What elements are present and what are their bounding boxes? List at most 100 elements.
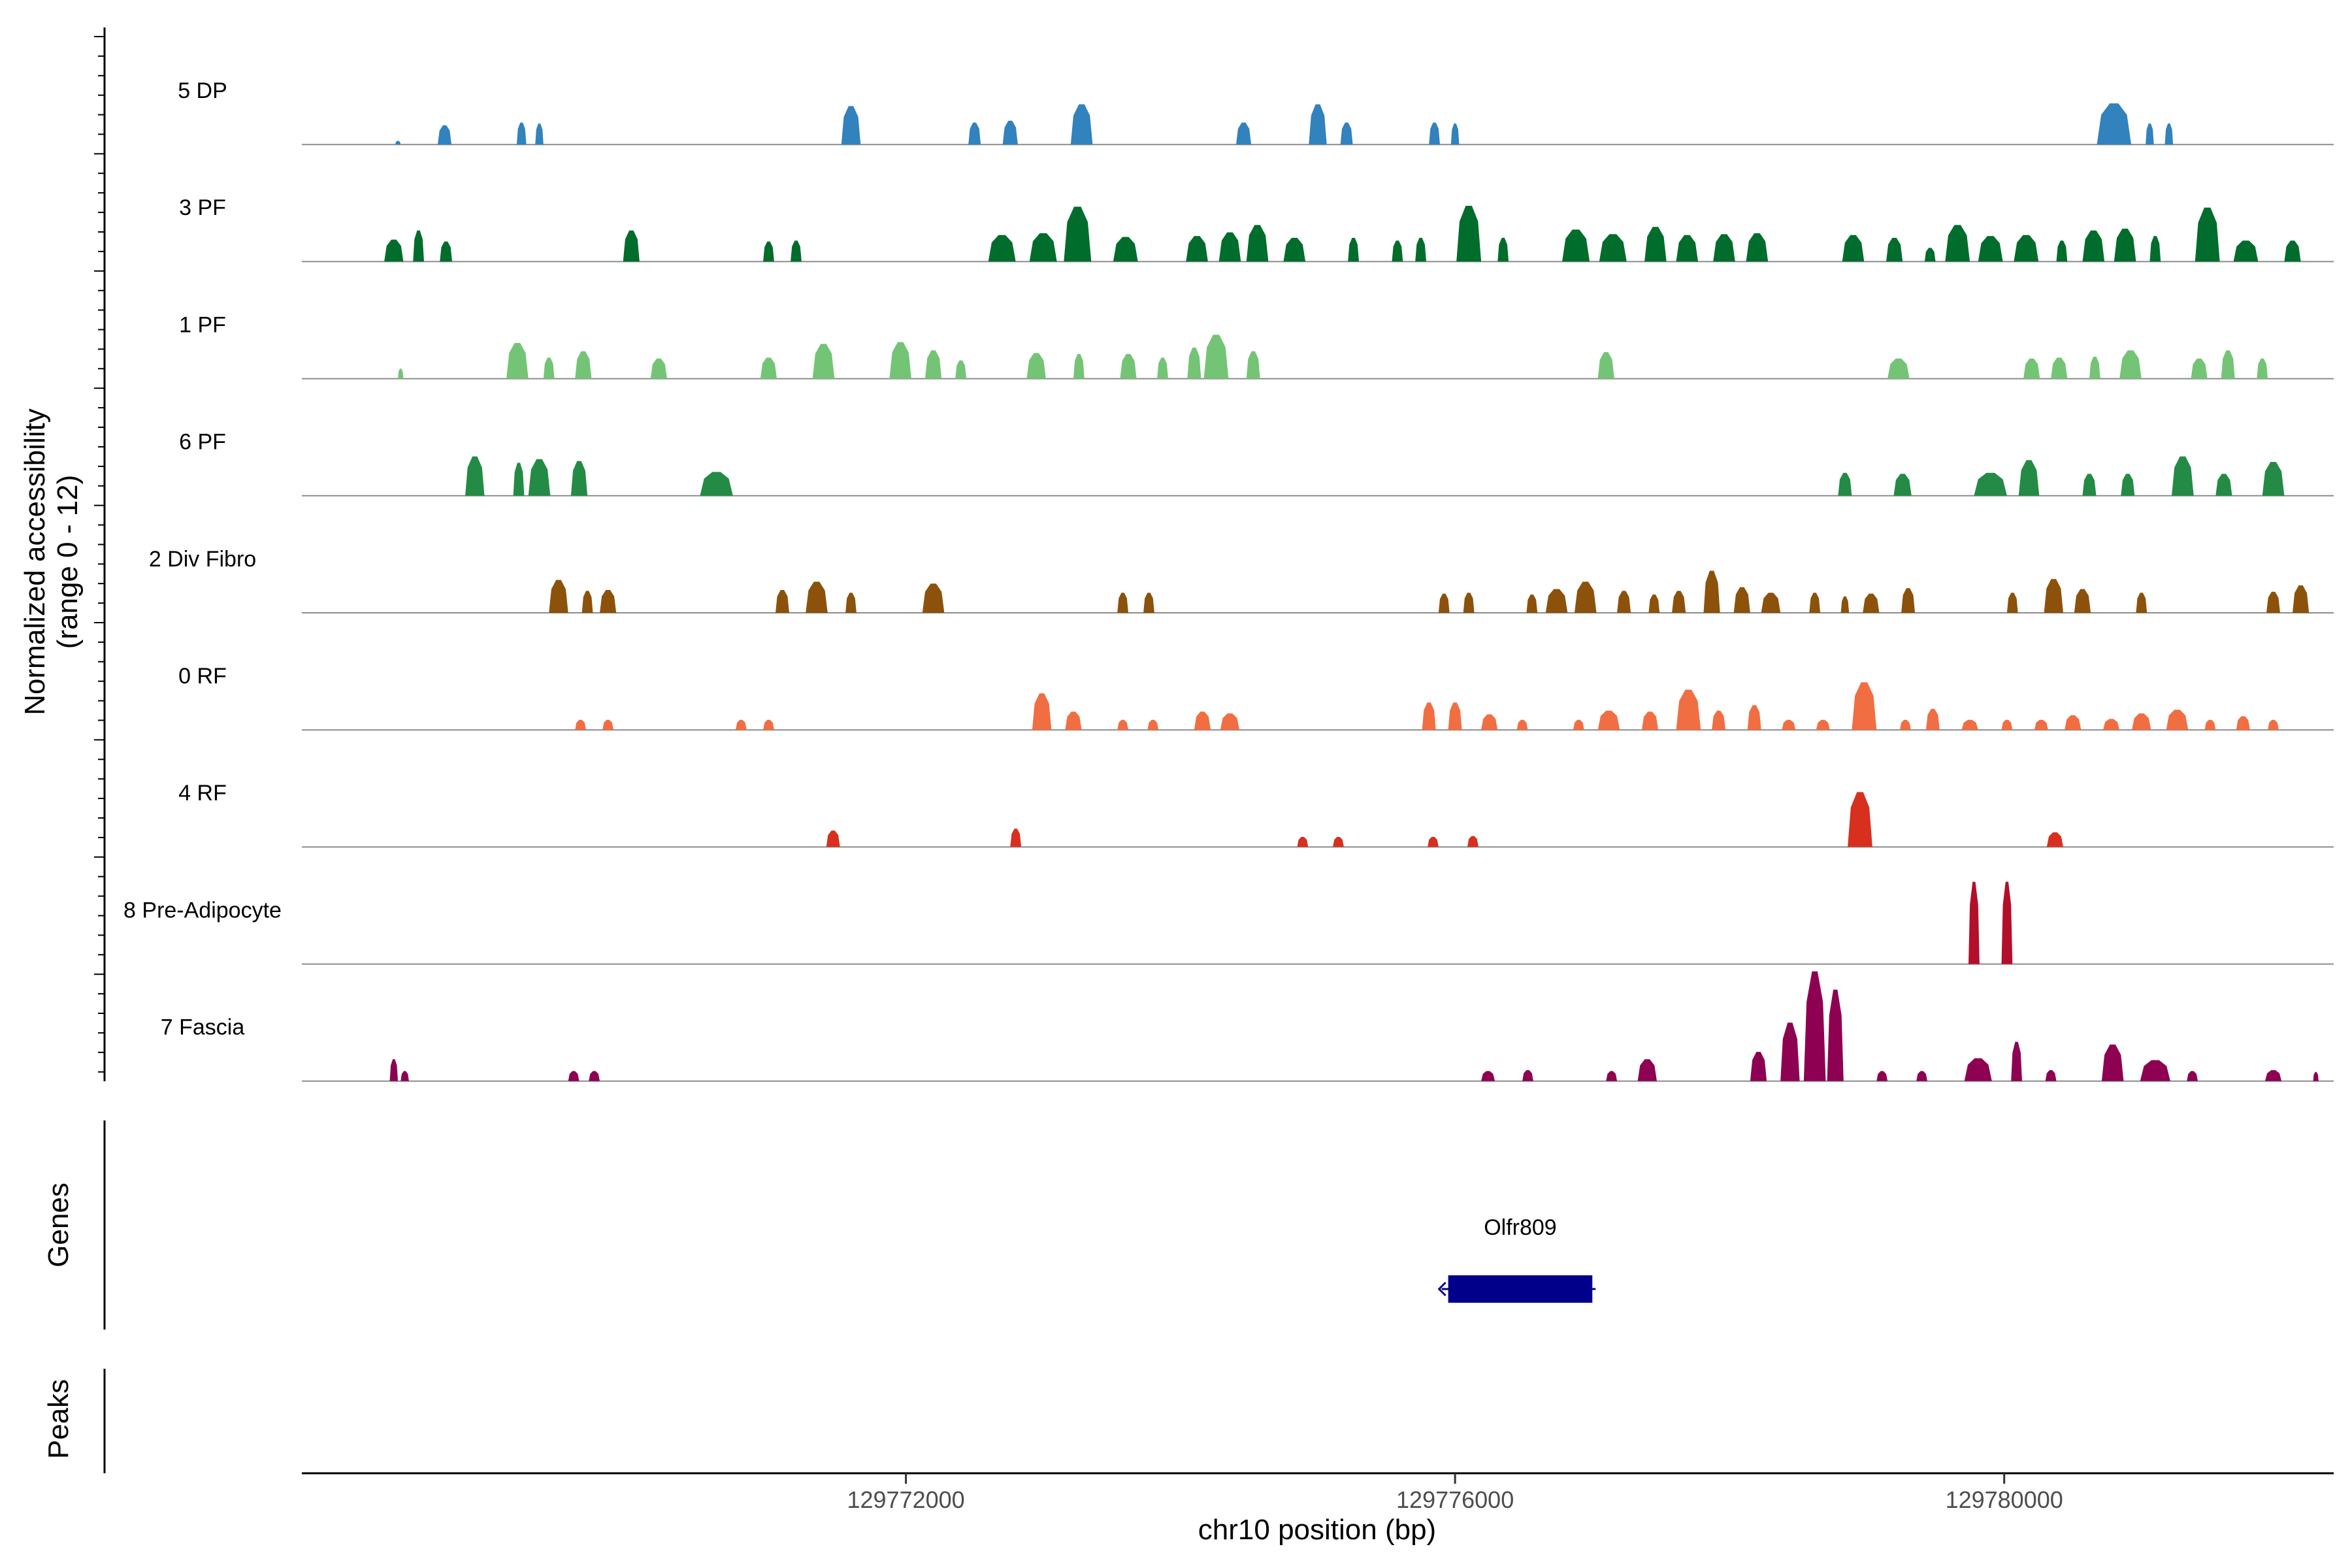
- coverage-peak: [1562, 229, 1590, 262]
- coverage-peak: [1340, 122, 1353, 145]
- coverage-peak: [2006, 593, 2018, 613]
- peaks-panel-title: Peaks: [42, 1379, 74, 1459]
- genes-panel: Olfr809: [1437, 1215, 1596, 1303]
- coverage-peak: [1964, 1058, 1992, 1081]
- coverage-peak: [2136, 593, 2148, 613]
- coverage-peak: [513, 463, 525, 496]
- coverage-peak: [2074, 589, 2091, 613]
- coverage-peak: [1309, 104, 1327, 145]
- coverage-peak: [925, 350, 942, 379]
- coverage-peak: [395, 140, 401, 145]
- coverage-peak: [841, 106, 861, 145]
- coverage-peak: [1746, 233, 1769, 262]
- coverage-peak: [1010, 828, 1022, 847]
- coverage-peak: [1545, 589, 1568, 613]
- x-axis-title: chr10 position (bp): [1198, 1514, 1436, 1546]
- coverage-peak: [2082, 230, 2105, 262]
- coverage-peak: [2097, 103, 2132, 145]
- coverage-peak: [1887, 358, 1910, 379]
- coverage-peak: [760, 357, 777, 379]
- coverage-peak: [1415, 238, 1426, 262]
- coverage-peak: [812, 344, 835, 379]
- coverage-peak: [1143, 593, 1154, 613]
- coverage-peak: [1283, 238, 1306, 262]
- coverage-peak: [2166, 710, 2189, 730]
- coverage-peak: [398, 368, 404, 379]
- coverage-peak: [1297, 837, 1309, 847]
- track-label: 0 RF: [178, 664, 227, 689]
- coverage-peak: [438, 125, 451, 145]
- coverage-peak: [1644, 227, 1667, 262]
- coverage-peak: [1901, 588, 1916, 613]
- coverage-peak: [736, 719, 747, 730]
- track-label: 1 PF: [179, 312, 226, 337]
- coverage-tracks: 5 DP 3 PF 1 PF 6 PF 2 Div Fibro 0 RF 4 RF 8 Pre…: [123, 78, 2334, 1082]
- x-axis-ticks: 129772000 129776000 129780000: [847, 1473, 2063, 1513]
- coverage-peak: [1522, 1070, 1533, 1081]
- track-6: 4 RF: [178, 781, 2334, 848]
- coverage-peak: [1246, 225, 1269, 262]
- coverage-peak: [791, 240, 802, 262]
- coverage-peak: [543, 357, 555, 379]
- coverage-peak: [465, 456, 485, 496]
- coverage-peak: [600, 590, 617, 613]
- coverage-peak: [2121, 474, 2135, 496]
- coverage-peak: [1712, 710, 1726, 730]
- coverage-peak: [1481, 714, 1498, 730]
- coverage-peak: [1961, 719, 1978, 730]
- coverage-peak: [1073, 353, 1085, 379]
- coverage-peak: [1733, 587, 1750, 613]
- coverage-peak: [1863, 593, 1880, 613]
- coverage-peak: [506, 343, 529, 379]
- track-0: 5 DP: [178, 78, 2334, 146]
- coverage-peak: [922, 583, 945, 613]
- coverage-peak: [1925, 709, 1940, 730]
- coverage-peak: [2045, 1070, 2057, 1081]
- coverage-peak: [1916, 1071, 1927, 1081]
- coverage-peak: [1203, 335, 1229, 379]
- coverage-peak: [2044, 579, 2063, 613]
- coverage-peak: [1218, 232, 1241, 262]
- coverage-peak: [2103, 719, 2120, 730]
- coverage-peak: [1747, 705, 1761, 730]
- coverage-peak: [516, 122, 527, 145]
- track-label: 3 PF: [179, 195, 226, 220]
- coverage-peak: [776, 590, 789, 613]
- coverage-peak: [1236, 122, 1252, 145]
- coverage-peak: [570, 461, 588, 496]
- y-axis-title-line2: (range 0 - 12): [52, 475, 84, 649]
- coverage-peak: [1974, 472, 2007, 496]
- coverage-peak: [2051, 357, 2068, 379]
- coverage-peak: [1780, 1022, 1800, 1081]
- coverage-peak: [1463, 593, 1475, 613]
- track-2: 1 PF: [179, 312, 2334, 380]
- coverage-peak: [806, 581, 828, 613]
- coverage-peak: [1761, 593, 1781, 613]
- coverage-peak: [2266, 591, 2280, 613]
- track-label: 7 Fascia: [161, 1015, 245, 1040]
- coverage-peak: [2233, 240, 2259, 262]
- coverage-peak: [549, 580, 568, 613]
- track-label: 4 RF: [178, 781, 227, 806]
- coverage-peak: [1481, 1071, 1495, 1081]
- coverage-peak: [2262, 462, 2285, 496]
- coverage-peak: [1450, 123, 1460, 145]
- coverage-peak: [1032, 693, 1052, 730]
- strand-arrow: [1437, 1281, 1446, 1297]
- x-tick-label: 129780000: [1946, 1486, 2063, 1513]
- coverage-peak: [1648, 595, 1660, 613]
- coverage-peak: [384, 239, 404, 262]
- coverage-peak: [826, 830, 840, 847]
- coverage-peak: [1467, 836, 1478, 847]
- coverage-peak: [2034, 719, 2048, 730]
- coverage-peak: [1782, 719, 1796, 730]
- coverage-peak: [1065, 711, 1082, 730]
- coverage-peak: [1703, 570, 1720, 613]
- track-8: 7 Fascia: [161, 971, 2334, 1082]
- coverage-peak: [2132, 713, 2151, 730]
- coverage-peak: [1187, 348, 1201, 379]
- coverage-peak: [2146, 123, 2154, 145]
- coverage-peak: [1070, 104, 1093, 145]
- coverage-peak: [2313, 1071, 2319, 1081]
